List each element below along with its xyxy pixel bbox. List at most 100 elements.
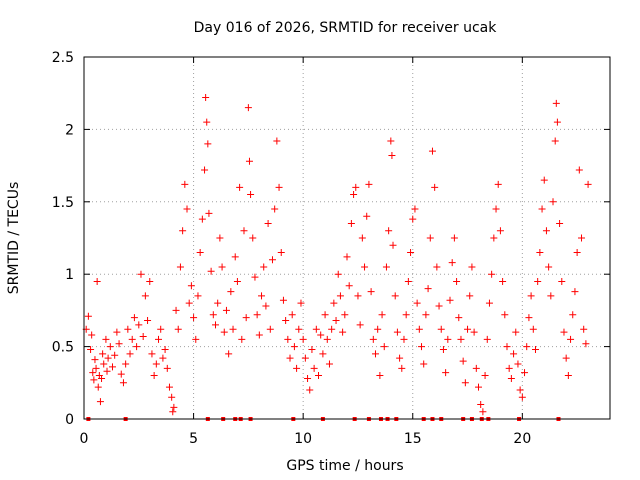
- data-point: [328, 325, 336, 333]
- data-point: [144, 317, 152, 325]
- data-point: [536, 248, 544, 256]
- data-point: [317, 331, 325, 339]
- data-point: [295, 325, 303, 333]
- data-point: [507, 374, 515, 382]
- y-tick-label: 2.5: [52, 50, 74, 66]
- data-point: [255, 331, 263, 339]
- data-point: [466, 292, 474, 300]
- y-tick-label: 1: [65, 267, 74, 283]
- data-point: [503, 343, 511, 351]
- data-point: [485, 299, 493, 307]
- data-point: [488, 270, 496, 278]
- data-point: [396, 354, 404, 362]
- x-tick-label: 10: [294, 431, 312, 447]
- data-point: [492, 205, 500, 213]
- data-point: [518, 393, 526, 401]
- data-point: [102, 335, 110, 343]
- data-point: [569, 311, 577, 319]
- data-point: [229, 325, 237, 333]
- data-point: [135, 321, 143, 329]
- data-point: [582, 340, 590, 348]
- data-point: [336, 292, 344, 300]
- data-point: [464, 325, 472, 333]
- data-point: [477, 401, 485, 409]
- data-point: [400, 335, 408, 343]
- data-point: [204, 140, 212, 148]
- data-point: [352, 183, 360, 191]
- data-point: [161, 345, 169, 353]
- data-point: [442, 369, 450, 377]
- data-point: [531, 345, 539, 353]
- data-point: [499, 277, 507, 285]
- data-point: [481, 372, 489, 380]
- data-point: [560, 328, 568, 336]
- data-points: [82, 94, 592, 421]
- data-point: [564, 372, 572, 380]
- data-point: [457, 335, 465, 343]
- data-point: [168, 393, 176, 401]
- data-point: [580, 325, 588, 333]
- data-point: [310, 364, 318, 372]
- data-point: [146, 277, 154, 285]
- data-point: [137, 270, 145, 278]
- data-point: [567, 335, 575, 343]
- data-point: [163, 364, 171, 372]
- data-point: [521, 369, 529, 377]
- data-point: [124, 325, 132, 333]
- data-point: [187, 282, 195, 290]
- data-point: [87, 345, 95, 353]
- axis-ticks: 0 0.5 1 1.5 2 2.5 0 5 10 15 20: [52, 50, 610, 447]
- data-point: [584, 180, 592, 188]
- data-point: [382, 263, 390, 271]
- data-point: [415, 325, 423, 333]
- data-point: [117, 370, 125, 378]
- data-point: [365, 180, 373, 188]
- data-point: [100, 360, 108, 368]
- data-point: [227, 288, 235, 296]
- data-point: [122, 360, 130, 368]
- data-point: [411, 205, 419, 213]
- data-point: [350, 191, 358, 199]
- x-tick-label: 15: [404, 431, 422, 447]
- y-axis-label: SRMTID / TECUs: [6, 182, 22, 295]
- data-point: [84, 312, 92, 320]
- data-point: [240, 227, 248, 235]
- data-point: [268, 256, 276, 264]
- y-tick-label: 2: [65, 122, 74, 138]
- data-point: [387, 137, 395, 145]
- data-point: [512, 328, 520, 336]
- data-point: [108, 363, 116, 371]
- data-point: [128, 335, 136, 343]
- data-point: [367, 288, 375, 296]
- data-point: [286, 354, 294, 362]
- data-point: [391, 292, 399, 300]
- data-point: [244, 104, 252, 112]
- data-point: [96, 398, 104, 406]
- data-point: [201, 166, 209, 174]
- data-point: [103, 367, 111, 375]
- data-point: [542, 227, 550, 235]
- data-point: [260, 263, 268, 271]
- data-point: [266, 325, 274, 333]
- data-point: [113, 328, 121, 336]
- chart-title: Day 016 of 2026, SRMTID for receiver uca…: [194, 20, 498, 36]
- data-point: [247, 191, 255, 199]
- data-point: [308, 345, 316, 353]
- data-point: [573, 248, 581, 256]
- data-point: [277, 248, 285, 256]
- y-tick-label: 0.5: [52, 340, 74, 356]
- data-point: [179, 227, 187, 235]
- data-point: [549, 198, 557, 206]
- data-point: [409, 215, 417, 223]
- y-tick-label: 0: [65, 412, 74, 428]
- data-point: [306, 386, 314, 394]
- data-point: [341, 311, 349, 319]
- data-point: [284, 335, 292, 343]
- data-point: [525, 314, 533, 322]
- data-point: [332, 317, 340, 325]
- data-point: [174, 325, 182, 333]
- data-point: [312, 325, 320, 333]
- data-point: [190, 314, 198, 322]
- data-point: [516, 386, 524, 394]
- data-point: [545, 263, 553, 271]
